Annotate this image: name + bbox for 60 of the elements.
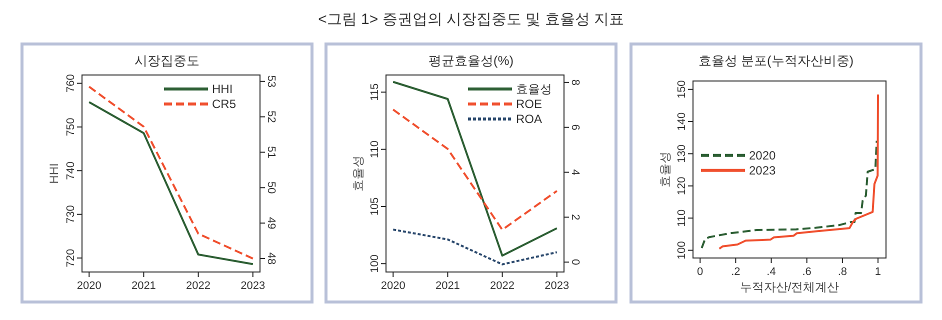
x-tick-label: .4 bbox=[766, 266, 776, 278]
x-tick-label: 0 bbox=[697, 266, 704, 278]
y-tick-label: 130 bbox=[676, 144, 688, 163]
x-tick-label: 2021 bbox=[435, 280, 460, 292]
x-tick-label: 2022 bbox=[490, 280, 515, 292]
legend-label: 2023 bbox=[749, 163, 776, 178]
y-tick-label: 730 bbox=[65, 205, 77, 224]
chart-title: 시장집중도 bbox=[134, 53, 200, 68]
y2-tick-label: 8 bbox=[569, 79, 581, 86]
y-tick-label: 750 bbox=[65, 118, 77, 136]
line-series bbox=[392, 80, 558, 257]
x-axis-title: 누적자산/전체계산 bbox=[740, 280, 840, 294]
y2-tick-label: 0 bbox=[569, 259, 581, 266]
x-tick-label: 2021 bbox=[131, 280, 156, 292]
line-series bbox=[392, 108, 558, 231]
y-axis-title: 효율성 bbox=[658, 152, 672, 188]
y-tick-label: 720 bbox=[65, 248, 77, 268]
y-tick-label: 140 bbox=[676, 112, 688, 131]
x-tick-label: 2023 bbox=[544, 280, 570, 292]
y-tick-label: 100 bbox=[676, 241, 688, 260]
y-tick-label: 110 bbox=[676, 209, 688, 227]
legend-label: ROE bbox=[516, 97, 542, 111]
x-tick-label: .8 bbox=[838, 266, 848, 278]
x-tick-label: .2 bbox=[731, 266, 740, 278]
y-tick-label: 110 bbox=[369, 140, 381, 158]
y-axis-title: 효율성 bbox=[351, 156, 365, 192]
line-series bbox=[700, 140, 878, 250]
text: <그림 1> 증권업의 시장집중도 및 효율성 지표 bbox=[318, 11, 624, 28]
y2-tick-label: 50 bbox=[265, 182, 277, 194]
y2-tick-label: 4 bbox=[569, 169, 581, 176]
chart-title: 효율성 분포(누적자산비중) bbox=[698, 53, 854, 68]
y2-tick-label: 51 bbox=[265, 146, 277, 158]
legend-label: HHI bbox=[212, 82, 233, 96]
x-tick-label: 2020 bbox=[76, 280, 102, 292]
legend-label: 효율성 bbox=[516, 82, 552, 96]
legend-label: ROA bbox=[516, 112, 542, 126]
y-axis-title: HHI bbox=[47, 163, 61, 184]
x-tick-label: 1 bbox=[874, 266, 882, 278]
y2-tick-label: 49 bbox=[265, 216, 277, 230]
legend-label: 2020 bbox=[749, 148, 776, 162]
legend-label: CR5 bbox=[212, 97, 236, 111]
y-tick-label: 115 bbox=[369, 83, 381, 101]
y2-tick-label: 48 bbox=[265, 252, 277, 265]
y-tick-label: 740 bbox=[65, 161, 77, 180]
y2-tick-label: 53 bbox=[265, 75, 277, 88]
line-series bbox=[718, 94, 879, 250]
y2-tick-label: 52 bbox=[265, 110, 277, 123]
x-tick-label: 2020 bbox=[380, 280, 406, 292]
y-tick-label: 150 bbox=[676, 80, 688, 99]
chart-title: 평균효율성(%) bbox=[428, 53, 514, 68]
x-tick-label: 2023 bbox=[240, 280, 266, 292]
x-tick-label: .6 bbox=[802, 266, 812, 278]
y-tick-label: 120 bbox=[676, 176, 688, 196]
x-tick-label: 2022 bbox=[186, 280, 211, 292]
y-tick-label: 105 bbox=[369, 197, 381, 216]
y2-tick-label: 6 bbox=[569, 124, 581, 130]
y-tick-label: 100 bbox=[369, 254, 381, 273]
line-series bbox=[392, 228, 558, 266]
y-tick-label: 760 bbox=[65, 74, 77, 92]
y2-tick-label: 2 bbox=[569, 214, 581, 220]
